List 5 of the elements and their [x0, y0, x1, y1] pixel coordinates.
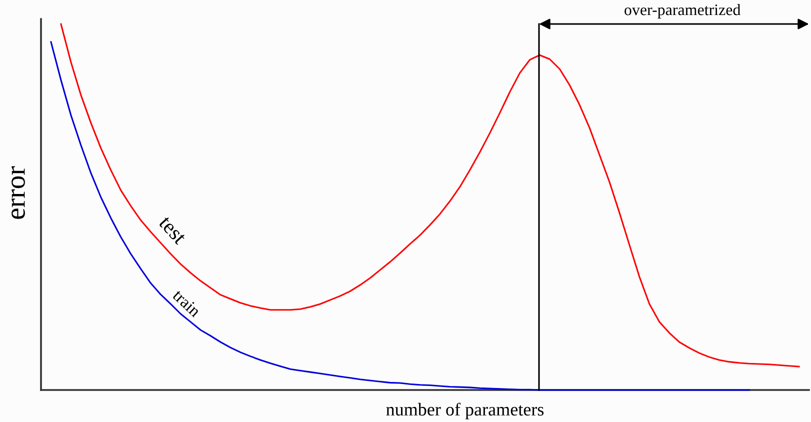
x-axis-title: number of parameters [386, 402, 544, 420]
text: test [158, 216, 186, 246]
text: train [172, 288, 202, 318]
text: over-parametrized [624, 4, 741, 18]
y-axis-title: error [12, 166, 25, 219]
